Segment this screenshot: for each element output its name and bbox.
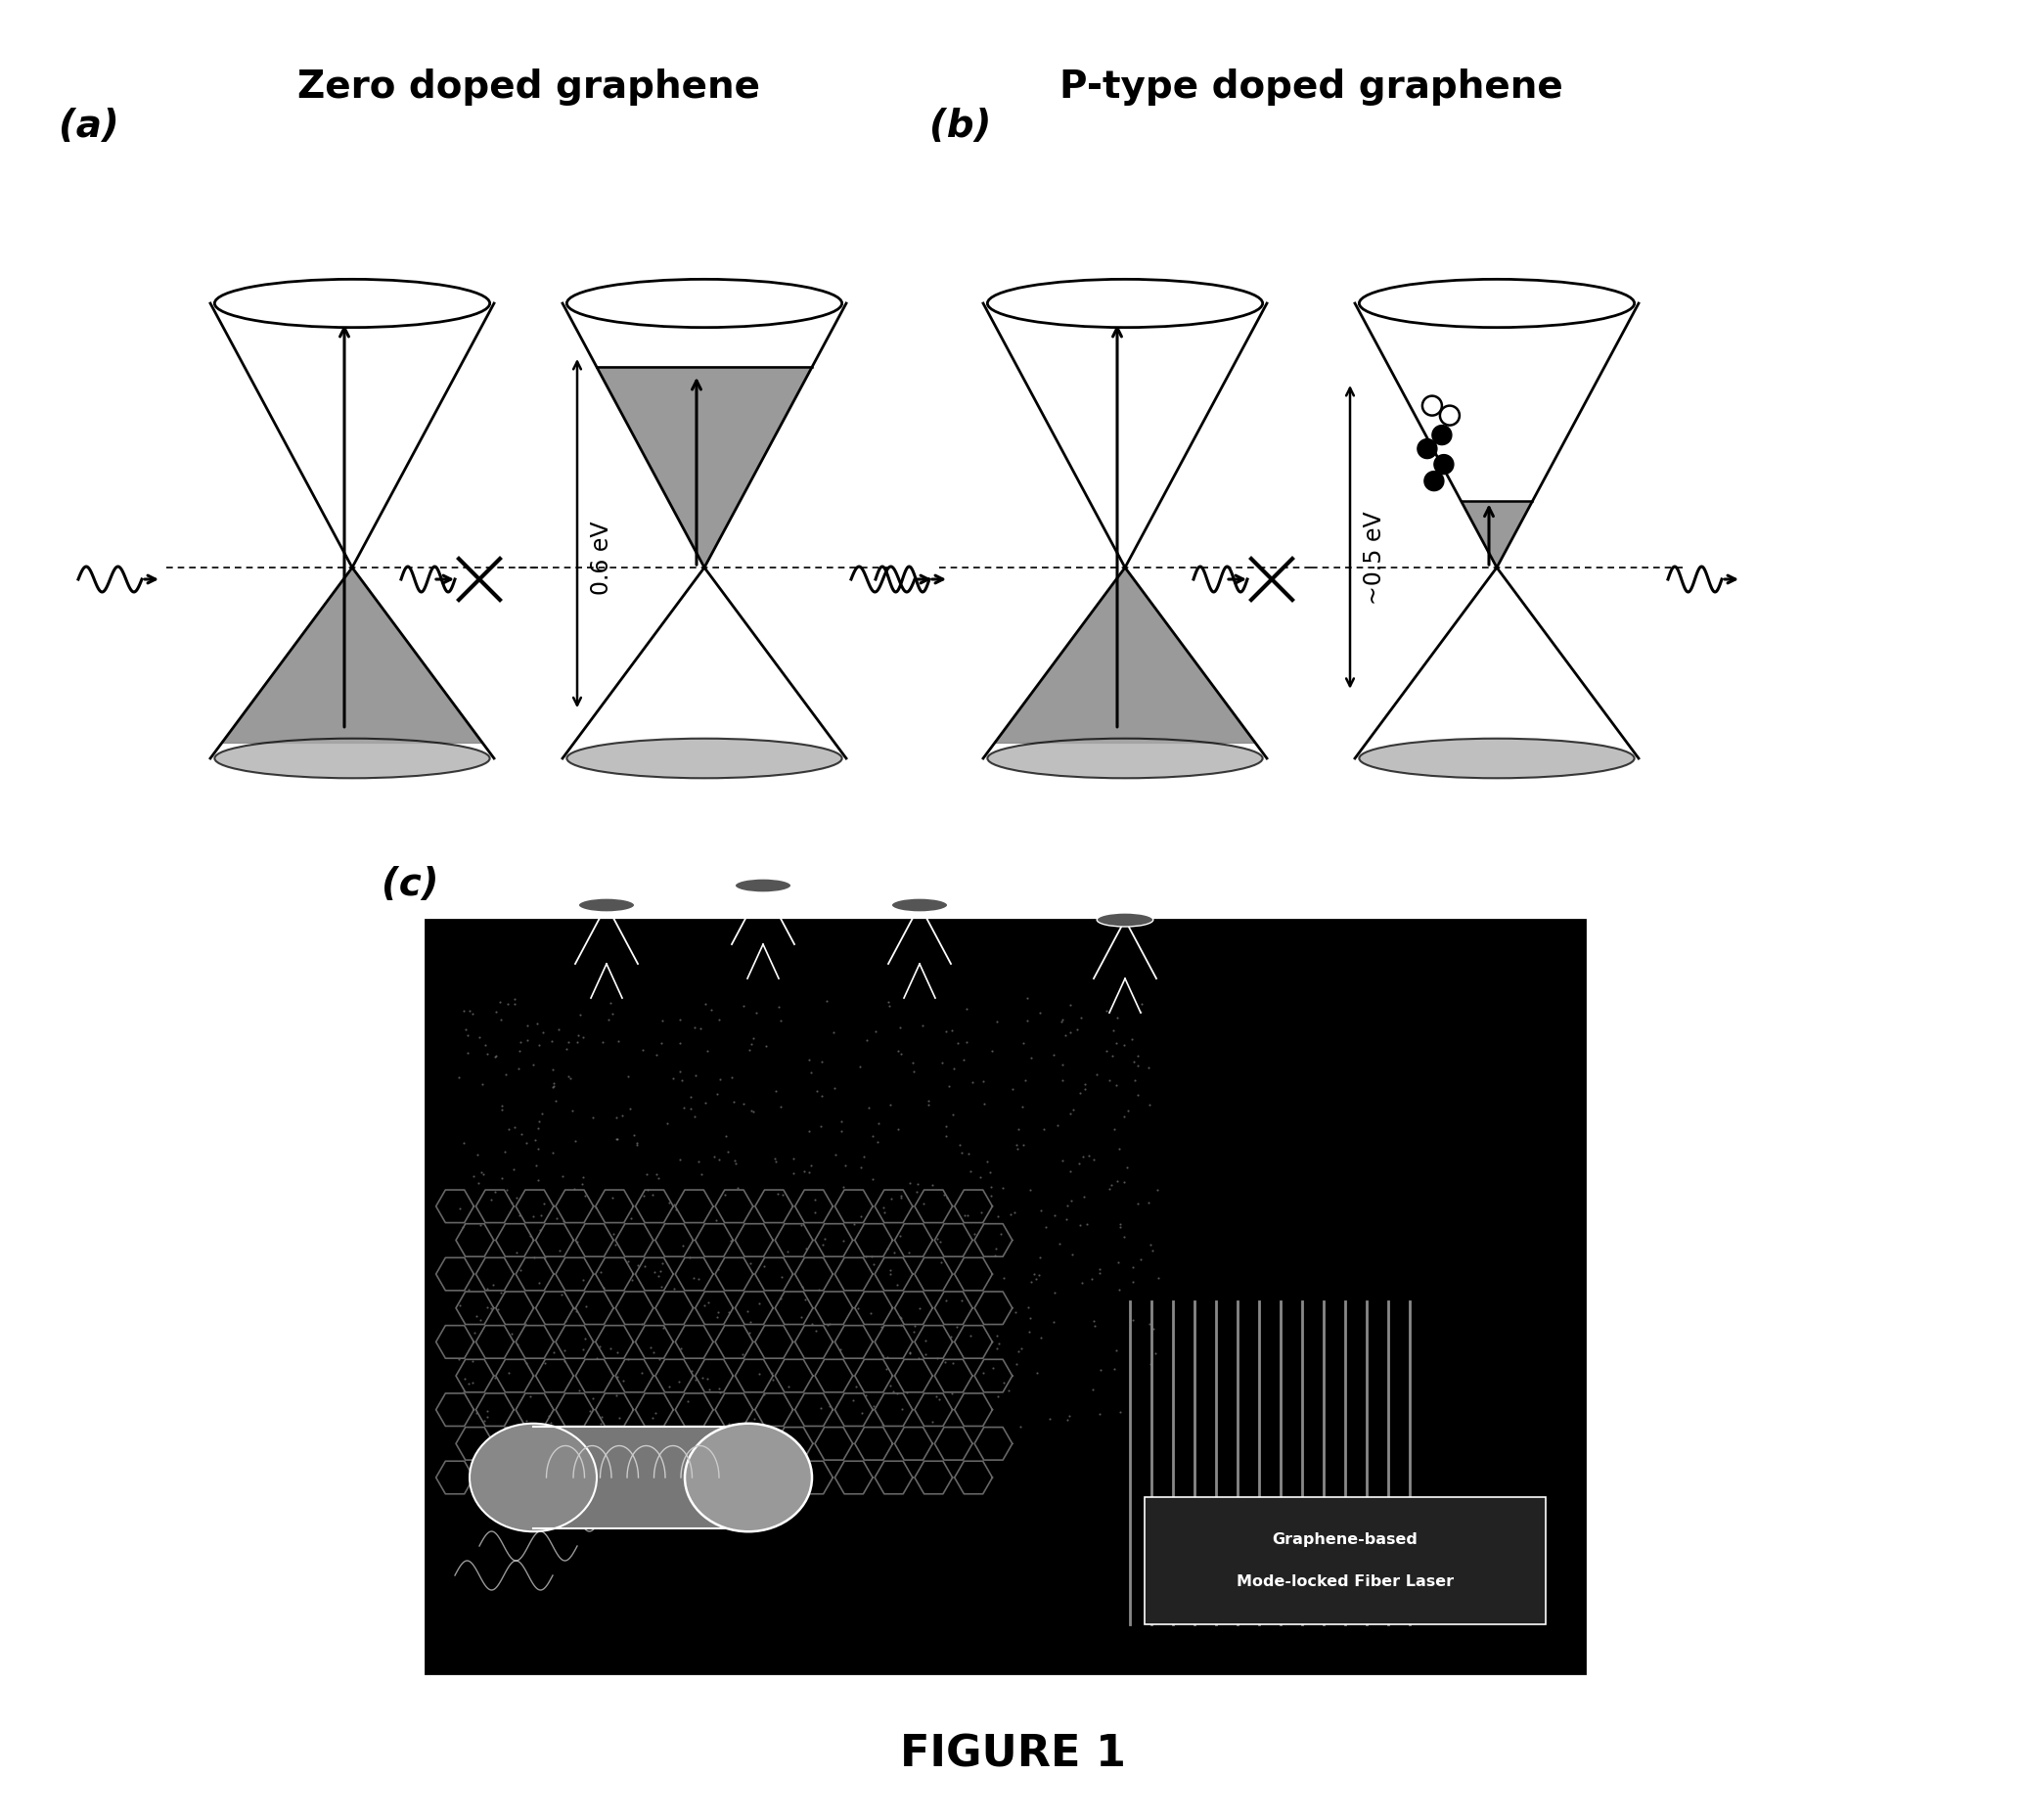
- Text: (b): (b): [928, 107, 991, 146]
- Text: Mode-locked Fiber Laser: Mode-locked Fiber Laser: [1236, 1574, 1453, 1589]
- Text: (a): (a): [59, 107, 120, 146]
- FancyBboxPatch shape: [1145, 1498, 1547, 1623]
- Text: Zero doped graphene: Zero doped graphene: [296, 69, 760, 106]
- Text: ~0.5 eV: ~0.5 eV: [1362, 511, 1386, 604]
- Ellipse shape: [215, 739, 491, 779]
- Ellipse shape: [892, 899, 949, 912]
- Ellipse shape: [578, 899, 634, 912]
- Polygon shape: [995, 568, 1255, 743]
- Ellipse shape: [568, 739, 841, 779]
- Ellipse shape: [215, 278, 491, 328]
- Ellipse shape: [987, 739, 1263, 779]
- Ellipse shape: [987, 278, 1263, 328]
- Ellipse shape: [470, 1423, 596, 1532]
- Ellipse shape: [1097, 914, 1153, 926]
- Text: 0.6 eV: 0.6 eV: [590, 521, 614, 595]
- Circle shape: [1417, 439, 1437, 459]
- Bar: [426, 919, 1585, 1673]
- Ellipse shape: [1360, 739, 1634, 779]
- Ellipse shape: [568, 278, 841, 328]
- Text: FIGURE 1: FIGURE 1: [900, 1733, 1127, 1774]
- Circle shape: [1423, 397, 1441, 415]
- Circle shape: [1433, 455, 1453, 475]
- Circle shape: [1433, 426, 1451, 444]
- Ellipse shape: [685, 1423, 813, 1532]
- Polygon shape: [596, 368, 813, 568]
- Text: Graphene-based: Graphene-based: [1273, 1532, 1419, 1547]
- Text: (c): (c): [381, 866, 438, 903]
- Bar: [533, 1427, 748, 1529]
- Polygon shape: [1461, 502, 1532, 568]
- Ellipse shape: [736, 879, 791, 892]
- Ellipse shape: [1360, 278, 1634, 328]
- Text: P-type doped graphene: P-type doped graphene: [1060, 69, 1563, 106]
- Circle shape: [1439, 406, 1459, 426]
- Circle shape: [1425, 471, 1443, 491]
- Polygon shape: [221, 568, 482, 743]
